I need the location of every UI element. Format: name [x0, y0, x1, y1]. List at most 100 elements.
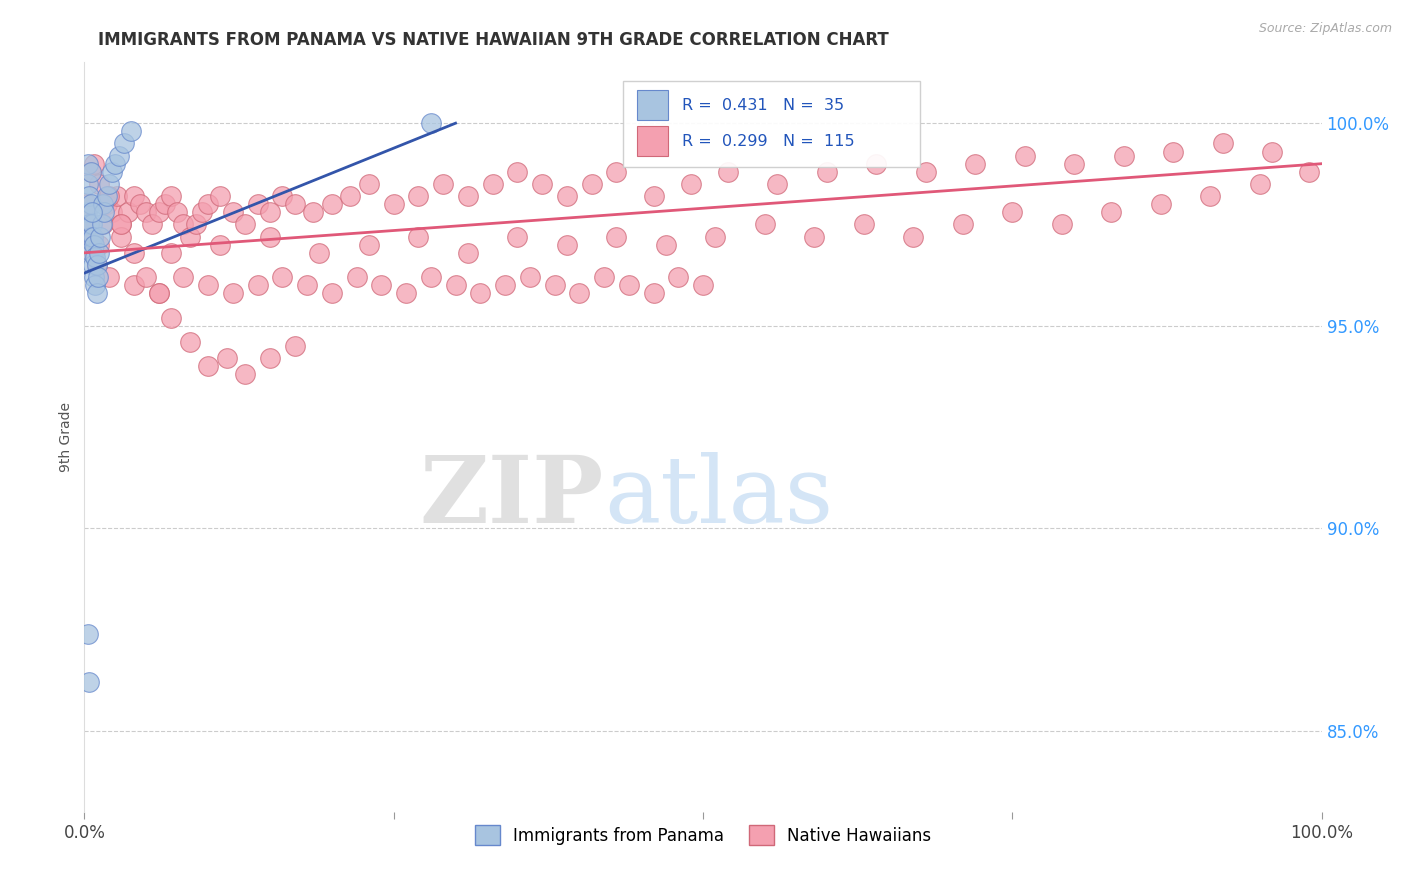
Point: [531, 177, 554, 191]
Point: [408, 189, 430, 203]
Text: ZIP: ZIP: [420, 452, 605, 542]
Point: [79, 218, 101, 232]
Point: [86, 258, 108, 272]
Point: [481, 177, 503, 191]
Point: [83, 237, 105, 252]
Point: [246, 197, 269, 211]
Point: [98, 270, 121, 285]
Point: [93, 205, 115, 219]
Point: [679, 177, 702, 191]
Point: [457, 189, 479, 203]
Point: [506, 229, 529, 244]
Point: [79, 197, 101, 211]
Point: [160, 310, 183, 325]
Point: [1199, 189, 1222, 203]
Point: [1112, 148, 1135, 162]
Point: [108, 148, 131, 162]
Bar: [637, 90, 668, 120]
Text: Source: ZipAtlas.com: Source: ZipAtlas.com: [1258, 22, 1392, 36]
Point: [110, 218, 132, 232]
Point: [100, 165, 122, 179]
Point: [105, 189, 128, 203]
Point: [321, 286, 343, 301]
Point: [295, 278, 318, 293]
Point: [1150, 197, 1173, 211]
Point: [89, 177, 111, 191]
Point: [89, 245, 111, 260]
Point: [87, 270, 110, 285]
Point: [370, 278, 392, 293]
Point: [284, 339, 307, 353]
Point: [555, 189, 578, 203]
Point: [555, 237, 578, 252]
Point: [197, 197, 219, 211]
Point: [382, 197, 405, 211]
Point: [395, 286, 418, 301]
Text: R =  0.299   N =  115: R = 0.299 N = 115: [682, 134, 855, 149]
Point: [965, 157, 987, 171]
Point: [432, 177, 454, 191]
Point: [191, 205, 214, 219]
Point: [302, 205, 325, 219]
Point: [184, 218, 207, 232]
Point: [952, 218, 974, 232]
Point: [110, 218, 132, 232]
Point: [141, 218, 163, 232]
Point: [605, 165, 627, 179]
Point: [100, 205, 122, 219]
Point: [222, 205, 245, 219]
Point: [104, 157, 127, 171]
Point: [122, 278, 145, 293]
Point: [129, 197, 152, 211]
Point: [655, 237, 678, 252]
Point: [160, 245, 183, 260]
Point: [80, 245, 103, 260]
Point: [80, 229, 103, 244]
Point: [519, 270, 541, 285]
Point: [1161, 145, 1184, 159]
Point: [222, 286, 245, 301]
Point: [148, 286, 170, 301]
Point: [179, 229, 201, 244]
Point: [83, 270, 105, 285]
Point: [84, 250, 107, 264]
Point: [494, 278, 516, 293]
Bar: [637, 126, 668, 156]
Point: [76, 197, 98, 211]
Point: [259, 229, 281, 244]
Point: [82, 229, 104, 244]
Point: [1212, 136, 1234, 151]
Point: [1249, 177, 1271, 191]
Point: [259, 205, 281, 219]
Point: [1014, 148, 1036, 162]
Point: [82, 258, 104, 272]
Point: [543, 278, 565, 293]
Text: IMMIGRANTS FROM PANAMA VS NATIVE HAWAIIAN 9TH GRADE CORRELATION CHART: IMMIGRANTS FROM PANAMA VS NATIVE HAWAIIA…: [98, 31, 889, 49]
Point: [1050, 218, 1073, 232]
Point: [83, 157, 105, 171]
Point: [233, 218, 256, 232]
Point: [135, 205, 157, 219]
Legend: Immigrants from Panama, Native Hawaiians: Immigrants from Panama, Native Hawaiians: [468, 819, 938, 852]
FancyBboxPatch shape: [623, 81, 920, 168]
Point: [79, 165, 101, 179]
Point: [1063, 157, 1085, 171]
Point: [91, 197, 114, 211]
Point: [865, 157, 887, 171]
Point: [96, 189, 118, 203]
Point: [79, 218, 101, 232]
Point: [852, 218, 875, 232]
Point: [79, 165, 101, 179]
Point: [605, 229, 627, 244]
Point: [209, 189, 232, 203]
Point: [766, 177, 789, 191]
Point: [1261, 145, 1284, 159]
Point: [692, 278, 714, 293]
Point: [166, 205, 188, 219]
Point: [643, 286, 665, 301]
Text: atlas: atlas: [605, 452, 834, 542]
Point: [98, 177, 121, 191]
Point: [110, 229, 132, 244]
Point: [76, 205, 98, 219]
Point: [815, 165, 838, 179]
